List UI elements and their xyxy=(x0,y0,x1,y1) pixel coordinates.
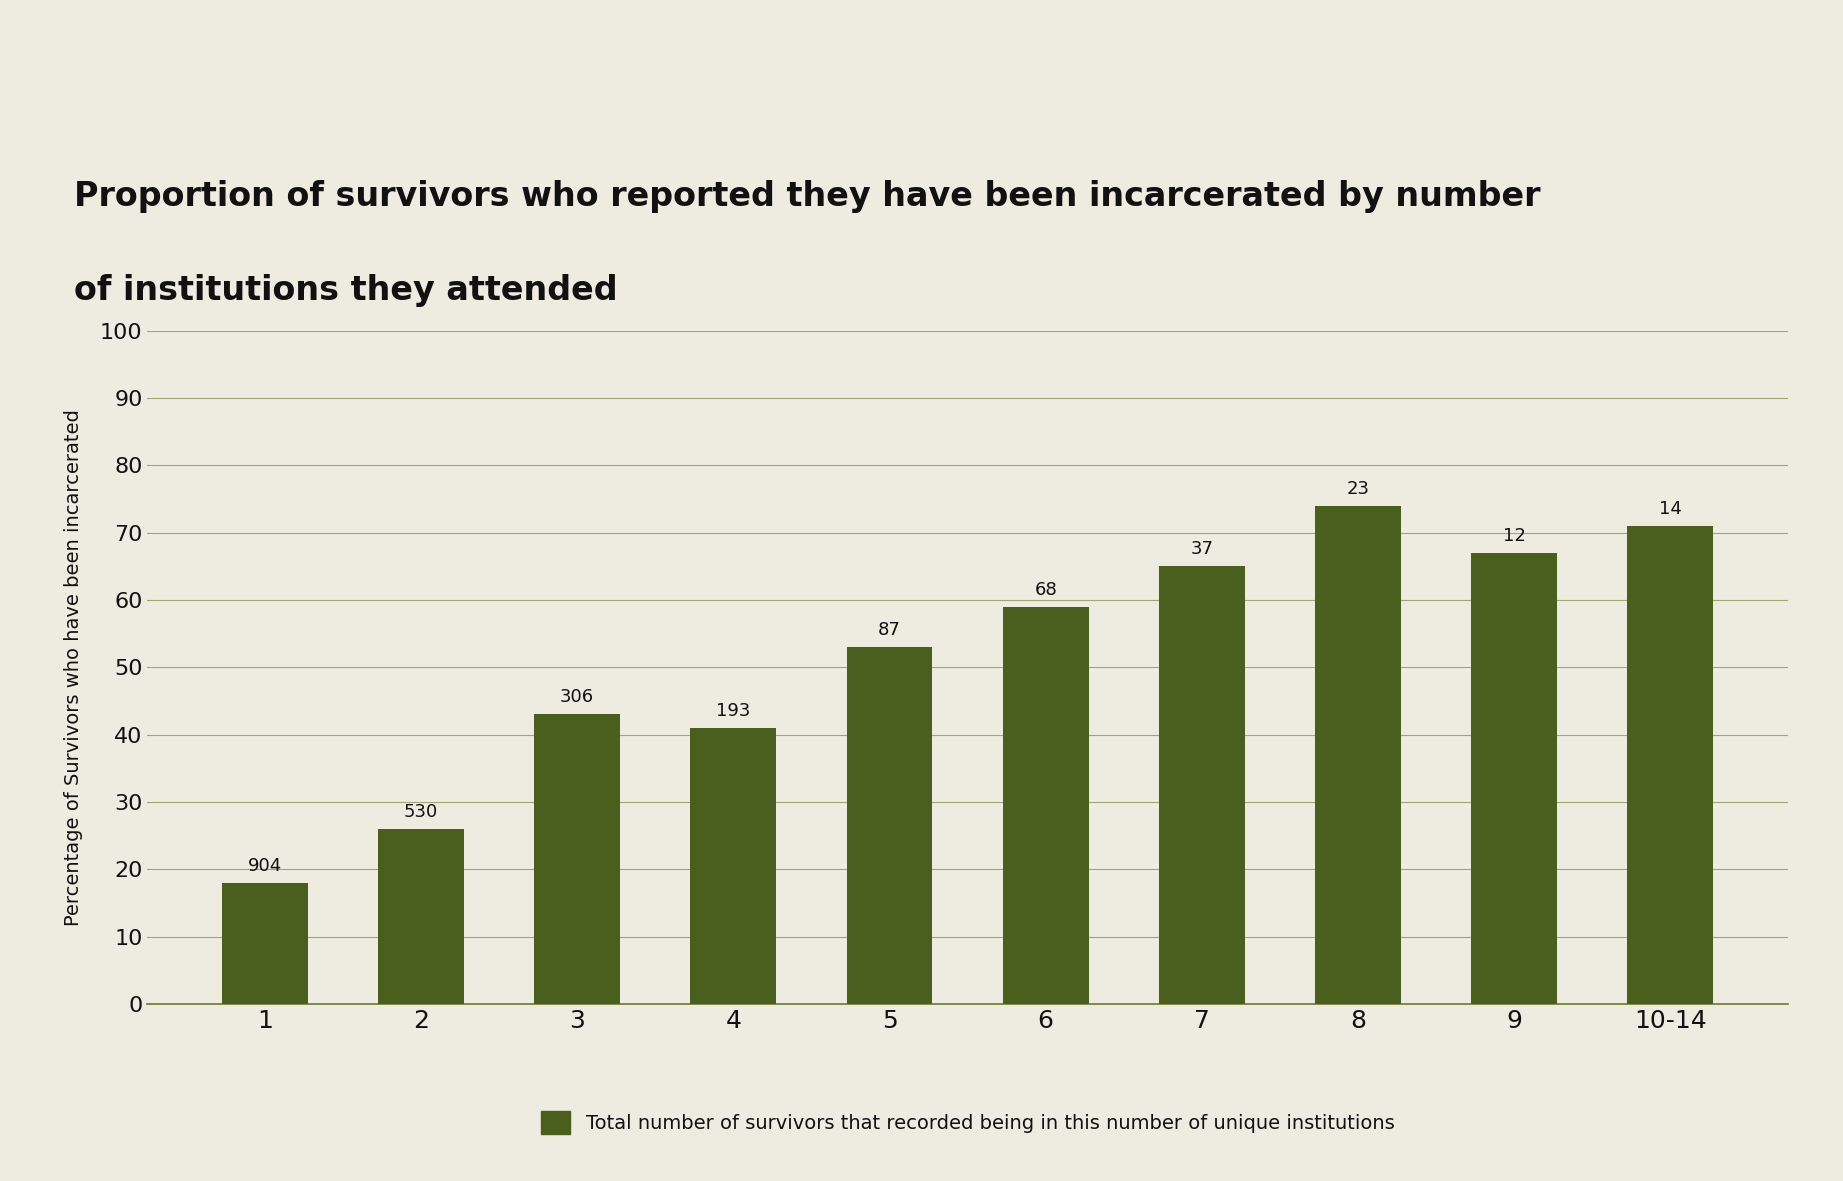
Text: of institutions they attended: of institutions they attended xyxy=(74,274,617,307)
Bar xyxy=(1003,607,1089,1004)
Legend: Total number of survivors that recorded being in this number of unique instituti: Total number of survivors that recorded … xyxy=(533,1103,1403,1142)
Text: 12: 12 xyxy=(1502,527,1526,544)
Text: 530: 530 xyxy=(404,803,439,821)
Text: 87: 87 xyxy=(877,621,901,639)
Bar xyxy=(691,727,776,1004)
Text: 193: 193 xyxy=(717,702,750,719)
Bar xyxy=(534,715,619,1004)
Text: 68: 68 xyxy=(1034,581,1058,599)
Bar xyxy=(1159,567,1244,1004)
Text: Proportion of survivors who reported they have been incarcerated by number: Proportion of survivors who reported the… xyxy=(74,180,1541,213)
Bar xyxy=(221,882,308,1004)
Bar xyxy=(1627,526,1714,1004)
Bar xyxy=(846,647,933,1004)
Text: 904: 904 xyxy=(247,856,282,875)
Text: 37: 37 xyxy=(1191,540,1213,559)
Y-axis label: Percentage of Survivors who have been incarcerated: Percentage of Survivors who have been in… xyxy=(65,409,83,926)
Bar xyxy=(1316,505,1401,1004)
Text: 14: 14 xyxy=(1659,500,1681,517)
Bar xyxy=(1471,553,1557,1004)
Bar xyxy=(378,829,464,1004)
Text: 23: 23 xyxy=(1347,479,1369,497)
Text: 306: 306 xyxy=(560,689,593,706)
